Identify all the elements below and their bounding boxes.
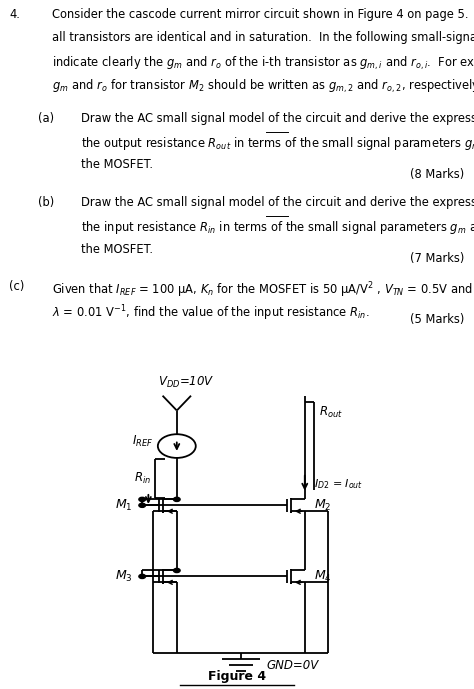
Text: (b): (b) [38, 196, 54, 209]
Text: $R_{in}$: $R_{in}$ [134, 471, 151, 486]
Text: $M_1$: $M_1$ [115, 497, 133, 513]
Text: $V_{DD}$=10V: $V_{DD}$=10V [158, 375, 214, 390]
Text: $M_4$: $M_4$ [314, 569, 332, 584]
Text: indicate clearly the $g_m$ and $r_o$ of the i-th transistor as $g_{m,i}$ and $r_: indicate clearly the $g_m$ and $r_o$ of … [52, 55, 474, 72]
Text: $M_2$: $M_2$ [314, 497, 332, 513]
Circle shape [139, 575, 146, 579]
Text: (7 Marks): (7 Marks) [410, 252, 465, 265]
Circle shape [173, 568, 180, 573]
Text: 4.: 4. [9, 8, 20, 21]
Text: the MOSFET.: the MOSFET. [81, 158, 153, 172]
Text: (c): (c) [9, 280, 25, 293]
Text: the MOSFET.: the MOSFET. [81, 243, 153, 256]
Text: $I_{D2}$ = $I_{out}$: $I_{D2}$ = $I_{out}$ [314, 477, 364, 491]
Text: GND=0V: GND=0V [267, 659, 319, 672]
Text: $\lambda$ = 0.01 V$^{-1}$, find the value of the input resistance $R_{in}$.: $\lambda$ = 0.01 V$^{-1}$, find the valu… [52, 304, 370, 323]
Text: the input resistance $R_{in}$ in terms of the small signal parameters $g_m$ and : the input resistance $R_{in}$ in terms o… [81, 219, 474, 236]
Circle shape [173, 497, 180, 502]
Text: Given that $I_{REF}$ = 100 μA, $K_n$ for the MOSFET is 50 μA/V$^2$ , $V_{TN}$ = : Given that $I_{REF}$ = 100 μA, $K_n$ for… [52, 280, 473, 300]
Text: Draw the AC small signal model of the circuit and derive the expression for: Draw the AC small signal model of the ci… [81, 196, 474, 209]
Text: (8 Marks): (8 Marks) [410, 167, 465, 181]
Text: the output resistance $R_{out}$ in terms of the small signal parameters $g_m$ an: the output resistance $R_{out}$ in terms… [81, 135, 474, 152]
Text: $R_{out}$: $R_{out}$ [319, 404, 343, 420]
Text: all transistors are identical and in saturation.  In the following small-signal : all transistors are identical and in sat… [52, 32, 474, 44]
Circle shape [139, 497, 146, 502]
Text: Consider the cascode current mirror circuit shown in Figure 4 on page 5.  Assume: Consider the cascode current mirror circ… [52, 8, 474, 21]
Text: $M_3$: $M_3$ [115, 569, 133, 584]
Text: (a): (a) [38, 112, 54, 125]
Text: $I_{REF}$: $I_{REF}$ [132, 434, 153, 449]
Text: Draw the AC small signal model of the circuit and derive the expression for: Draw the AC small signal model of the ci… [81, 112, 474, 125]
Text: (5 Marks): (5 Marks) [410, 313, 465, 326]
Text: $g_m$ and $r_o$ for transistor $M_2$ should be written as $g_{m,2}$ and $r_{o,2}: $g_m$ and $r_o$ for transistor $M_2$ sho… [52, 78, 474, 95]
Circle shape [139, 503, 146, 507]
Text: Figure 4: Figure 4 [208, 670, 266, 683]
